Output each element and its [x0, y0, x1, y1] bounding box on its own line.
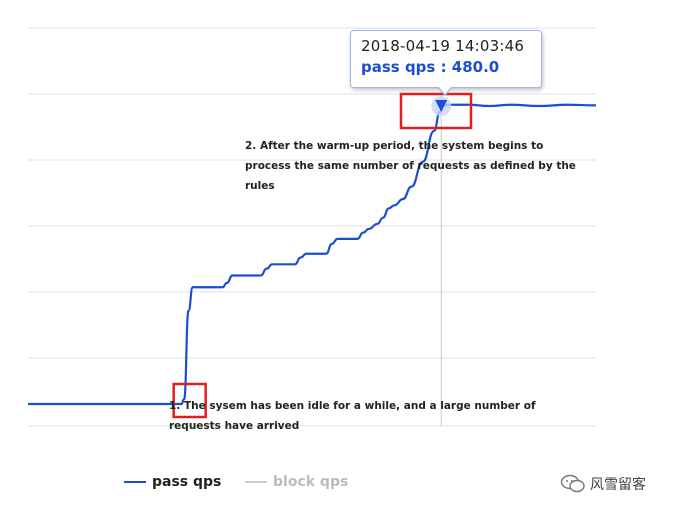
legend-label-pass: pass qps — [152, 474, 222, 490]
highlight-box-idle — [172, 382, 207, 419]
highlight-box-warmup — [399, 92, 473, 130]
legend-swatch-block — [245, 481, 267, 483]
tooltip-timestamp: 2018-04-19 14:03:46 — [361, 37, 525, 55]
hover-point-marker[interactable] — [435, 100, 448, 112]
legend-item-block-qps[interactable]: block qps — [245, 474, 348, 490]
tooltip: 2018-04-19 14:03:46 pass qps : 480.0 — [350, 30, 542, 96]
legend-swatch-pass — [124, 481, 146, 483]
legend-item-pass-qps[interactable]: pass qps — [124, 474, 221, 490]
annotation-idle: 1. The sysem has been idle for a while, … — [169, 400, 536, 432]
tooltip-value: pass qps : 480.0 — [361, 58, 500, 76]
legend-label-block: block qps — [273, 474, 349, 490]
watermark-text: 风雪留客 — [590, 476, 646, 492]
annotation-warmup: 2. After the warm-up period, the system … — [245, 140, 576, 192]
grid-lines — [28, 27, 596, 427]
tooltip-tail-inner — [438, 86, 452, 94]
wechat-icon — [560, 474, 585, 493]
watermark: 风雪留客 — [560, 474, 646, 494]
